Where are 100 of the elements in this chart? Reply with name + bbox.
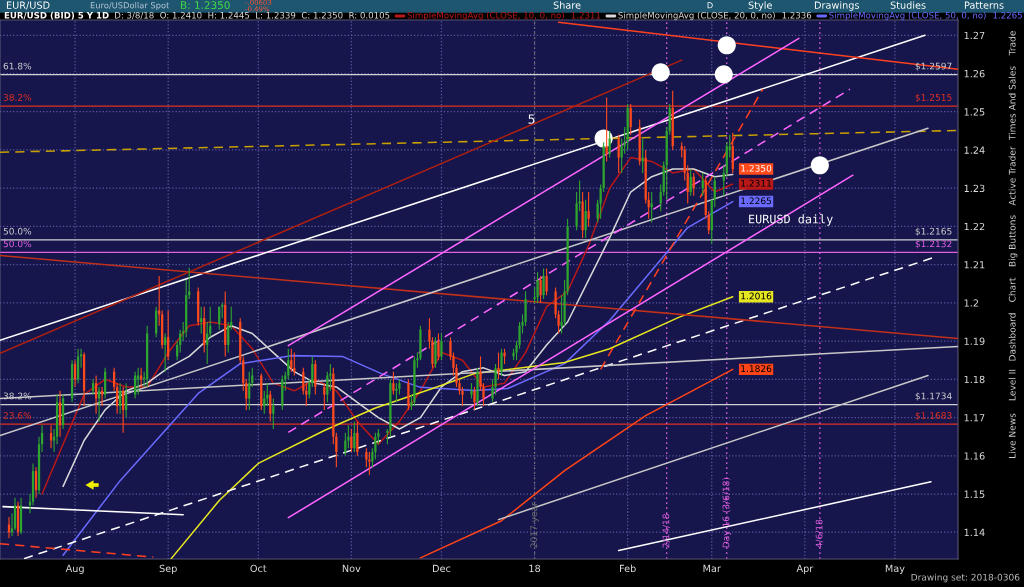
- ref-line-label: 4/6/18: [815, 519, 824, 548]
- candlestick: [587, 191, 590, 227]
- candlestick: [392, 371, 395, 396]
- y-tick-label: 1.25: [964, 108, 985, 116]
- ref-line-label: $1.2515: [915, 93, 952, 103]
- legend-label: SimpleMovingAvg (CLOSE, 10, 0, no): [407, 11, 564, 21]
- data-label: 1.1826: [741, 365, 772, 373]
- chart-subtitle: D: 3/8/18 O: 1.2410 H: 1.2445 L: 1.2339 C: 1.2350 R: 0.0105: [115, 11, 390, 20]
- x-tick-label: Apr: [796, 564, 814, 574]
- candlestick: [545, 267, 548, 296]
- text: Drawings: [814, 1, 860, 11]
- text: Times And Sales: [1008, 66, 1016, 141]
- ref-line-label: $1.2165: [915, 227, 952, 236]
- text: EUR/USD: [6, 1, 50, 10]
- ref-line-label: Day 16 (3/6/18): [722, 477, 732, 548]
- x-tick-label: Nov: [342, 564, 361, 573]
- annotation: 1.2350: [741, 164, 772, 172]
- annotation: 5: [528, 114, 535, 124]
- text: Big Buttons: [1008, 215, 1018, 267]
- ref-line-label: 2017 year: [530, 502, 539, 548]
- candlestick: [605, 97, 608, 162]
- candlestick: [263, 390, 266, 415]
- candlestick: [91, 378, 95, 396]
- line-series: [419, 368, 734, 559]
- y-tick-label: 1.24: [964, 146, 985, 154]
- text: Trade: [1008, 31, 1016, 56]
- y-tick-label: 1.21: [964, 261, 985, 269]
- text: Active Trader: [1008, 146, 1016, 206]
- candlestick: [440, 332, 443, 361]
- text: Level II: [1008, 369, 1016, 401]
- ref-line-label: $1.1683: [915, 411, 952, 421]
- text: B: 1.2350: [181, 1, 230, 10]
- x-tick-label: May: [885, 564, 905, 574]
- y-tick-label: 1.23: [964, 184, 985, 193]
- candlestick: [323, 382, 326, 411]
- point: [714, 65, 733, 84]
- candlestick: [395, 382, 398, 403]
- text: Drawing set: 2018-0306: [911, 573, 1020, 583]
- x-tick-label: Aug: [65, 564, 84, 574]
- candlestick: [473, 386, 476, 411]
- x-tick-label: 18: [529, 564, 541, 573]
- text: Studies: [890, 1, 926, 9]
- y-tick-label: 1.16: [964, 452, 985, 460]
- text: D: [707, 2, 713, 9]
- y-tick-label: 1.27: [964, 31, 985, 39]
- annotation: 23.6%: [3, 412, 32, 419]
- y-tick-label: 1.19: [964, 337, 985, 345]
- text: 1.2336: [782, 11, 812, 19]
- y-tick-label: 1.26: [964, 70, 985, 78]
- candlestick: [584, 199, 587, 239]
- y-tick-label: 1.17: [964, 414, 985, 422]
- legend-label: SimpleMovingAvg (CLOSE, 50, 0, no): [829, 11, 986, 21]
- ref-line-label: $1.2132: [915, 240, 952, 249]
- point: [810, 156, 829, 175]
- candlestick: [476, 367, 479, 407]
- data-label: 1.2016: [741, 292, 772, 300]
- candlestick: [164, 332, 167, 373]
- line-series: [62, 200, 734, 556]
- text: Patterns: [964, 1, 1004, 9]
- annotation: 38.2%: [3, 93, 32, 101]
- ref-line-label: 2/14/18: [662, 514, 671, 548]
- candlestick: [497, 352, 500, 380]
- candlestick: [344, 432, 347, 457]
- text: Euro/USDollar Spot: [90, 1, 170, 11]
- candlestick: [539, 275, 542, 304]
- text: Chart: [1008, 277, 1016, 302]
- y-tick-label: 1.18: [964, 375, 985, 384]
- annotation: 61.8%: [3, 62, 32, 70]
- candlestick: [290, 348, 293, 373]
- y-tick-label: 1.2: [964, 299, 979, 307]
- candlestick: [437, 332, 440, 361]
- point: [651, 63, 670, 82]
- line-series: [170, 295, 734, 559]
- legend-label: SimpleMovingAvg (CLOSE, 20, 0, no): [618, 11, 775, 21]
- y-tick-label: 1.14: [964, 528, 985, 536]
- candlestick: [368, 451, 371, 476]
- point: [717, 36, 736, 55]
- x-tick-label: Feb: [620, 564, 636, 573]
- text: Live News: [1008, 413, 1016, 458]
- data-label: 1.2311: [741, 179, 772, 187]
- text: Style: [748, 1, 772, 11]
- data-label: 1.2265: [741, 197, 772, 205]
- ref-line-label: $1.1734: [915, 392, 952, 401]
- annotation: 50.0%: [3, 240, 32, 248]
- text: Dashboard: [1008, 313, 1016, 361]
- y-tick-label: 1.22: [964, 222, 985, 231]
- candlestick: [272, 397, 275, 430]
- candlestick: [206, 321, 209, 365]
- y-tick-label: 1.15: [964, 490, 985, 498]
- x-tick-label: Mar: [703, 564, 721, 573]
- chart-title: EUR/USD (BID) 5 Y 1D: [4, 11, 109, 20]
- candlestick: [500, 348, 503, 377]
- text: 1.2265: [993, 11, 1022, 19]
- text: Share: [553, 1, 581, 9]
- x-tick-label: Sep: [159, 564, 177, 574]
- candlestick: [470, 382, 473, 400]
- text: 1.2311: [571, 11, 601, 19]
- x-tick-label: Dec: [433, 564, 451, 573]
- candlestick: [542, 267, 545, 300]
- candlestick: [503, 348, 506, 365]
